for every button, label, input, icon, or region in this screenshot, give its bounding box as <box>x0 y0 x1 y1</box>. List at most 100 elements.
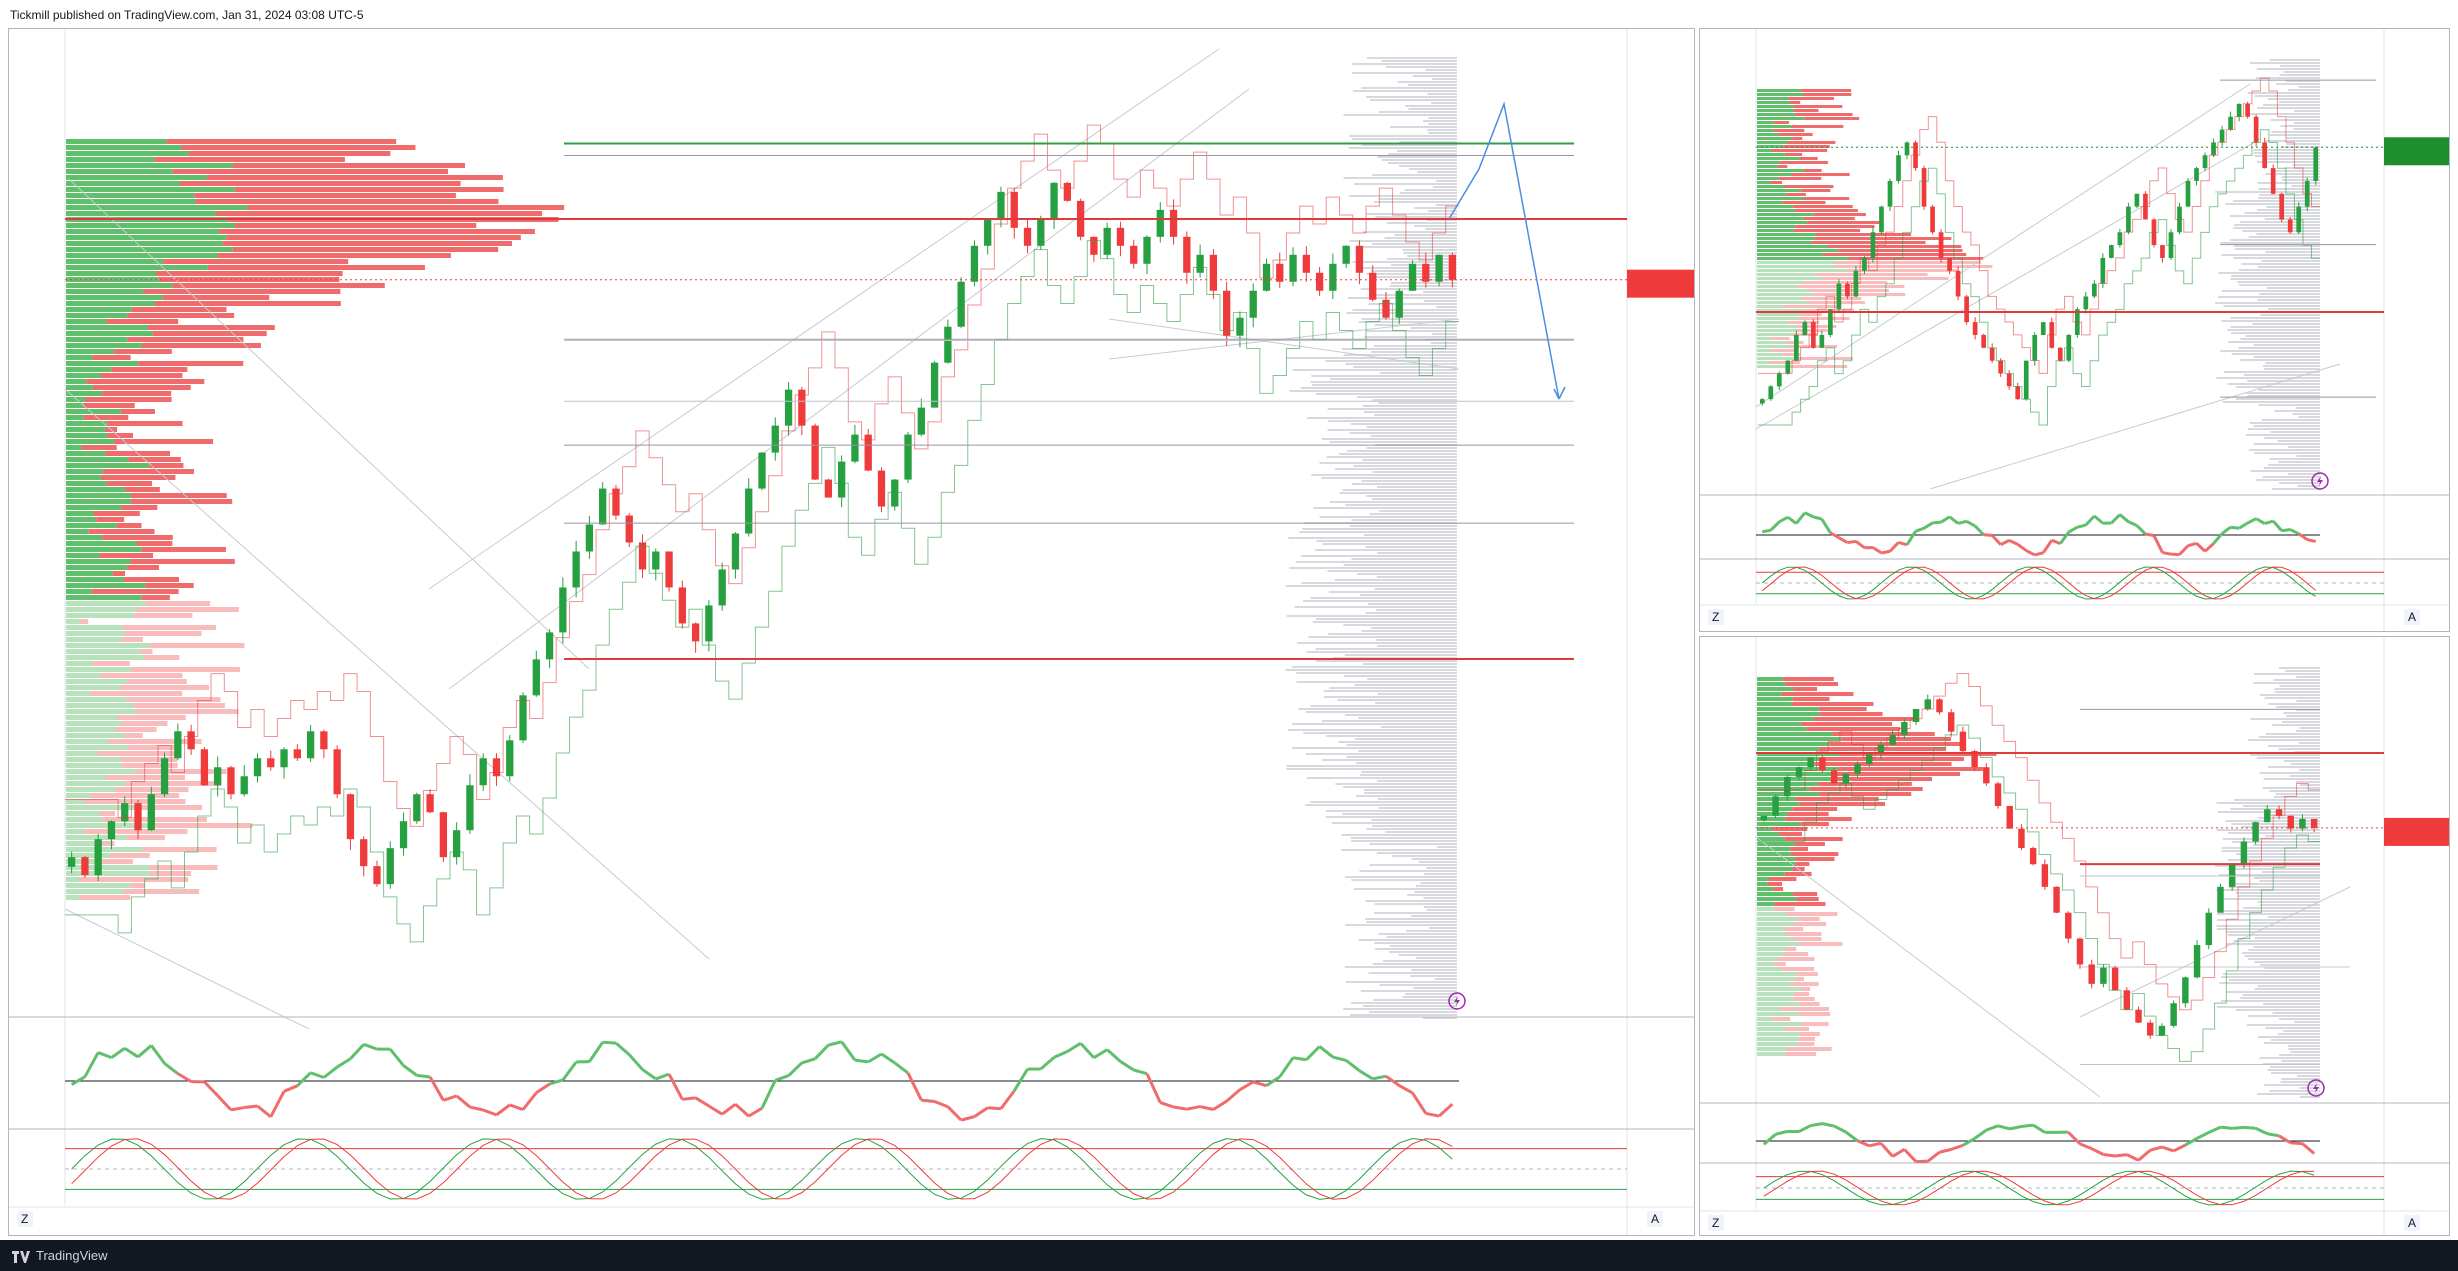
left-profile-down-bar <box>120 409 155 414</box>
volume-profile-bar <box>1376 576 1457 578</box>
candle-body <box>306 731 315 759</box>
left-profile-up-bar <box>66 601 147 606</box>
volume-profile-bar <box>2239 284 2320 286</box>
candle-body <box>452 830 461 858</box>
momentum-segment <box>1173 1105 1188 1111</box>
volume-profile-bar <box>1374 588 1457 590</box>
left-profile-up-bar <box>66 475 101 480</box>
momentum-segment <box>774 1074 790 1082</box>
left-profile-down-bar <box>226 235 521 240</box>
left-profile-down-bar <box>97 751 182 756</box>
left-profile-up-bar <box>1757 321 1788 324</box>
momentum-segment <box>521 1091 538 1111</box>
left-profile-down-bar <box>114 349 172 354</box>
momentum-segment <box>1838 536 1849 544</box>
candle-body <box>240 776 248 795</box>
candle-body <box>652 551 660 570</box>
candle-body <box>758 452 766 489</box>
candle-body <box>1819 757 1826 771</box>
volume-profile-bar <box>2257 161 2320 163</box>
volume-profile-bar <box>2257 107 2320 109</box>
left-profile-down-bar <box>141 595 170 600</box>
candle-body <box>1130 245 1138 264</box>
candle-body <box>147 794 155 831</box>
left-profile-down-bar <box>1801 1022 1829 1026</box>
volume-profile-bar <box>2222 838 2320 840</box>
volume-profile-bar <box>1345 363 1457 365</box>
volume-profile-bar <box>1363 411 1457 413</box>
momentum-segment <box>402 1064 418 1077</box>
left-profile-up-bar <box>66 715 118 720</box>
left-profile-down-bar <box>149 865 218 870</box>
candle-body <box>1329 263 1337 291</box>
tradingview-logo[interactable]: TradingView <box>12 1248 108 1263</box>
volume-profile-bar <box>1360 990 1457 992</box>
zoom-toggle-button[interactable] <box>1708 1215 1724 1231</box>
momentum-segment <box>1965 519 1976 528</box>
left-profile-up-bar <box>1757 305 1784 308</box>
momentum-segment <box>1778 515 1789 524</box>
momentum-segment <box>2195 542 2207 553</box>
left-profile-up-bar <box>66 679 127 684</box>
candle-body <box>1236 317 1244 336</box>
left-profile-up-bar <box>66 301 156 306</box>
candle-body <box>2076 938 2084 965</box>
left-profile-up-bar <box>1757 109 1794 112</box>
volume-profile-bar <box>2275 793 2320 795</box>
volume-profile-bar <box>2254 95 2320 97</box>
auto-scale-button[interactable] <box>2404 1215 2420 1231</box>
left-profile-up-bar <box>66 817 102 822</box>
volume-profile-bar <box>1342 489 1457 491</box>
volume-profile-bar <box>2297 485 2320 487</box>
candle-body <box>1854 763 1861 774</box>
auto-scale-button[interactable] <box>2404 609 2420 625</box>
volume-profile-bar <box>1329 441 1457 443</box>
left-profile-down-bar <box>108 739 202 744</box>
volume-profile-bar <box>1411 858 1457 860</box>
volume-profile-bar <box>1370 435 1457 437</box>
momentum-segment <box>269 1090 286 1118</box>
momentum-segment <box>1868 1141 1882 1148</box>
volume-profile-bar <box>1378 933 1457 935</box>
volume-profile-bar <box>1384 237 1457 239</box>
momentum-segment <box>760 1079 777 1109</box>
volume-profile-bar <box>2235 398 2320 400</box>
left-profile-up-bar <box>1757 121 1774 124</box>
volume-profile-bar <box>2231 275 2320 277</box>
left-profile-down-bar <box>131 307 227 312</box>
volume-profile-bar <box>1378 111 1457 113</box>
left-profile-down-bar <box>121 505 158 510</box>
zoom-toggle-button[interactable] <box>17 1211 33 1227</box>
momentum-segment <box>628 1053 644 1071</box>
volume-profile-bar <box>2241 826 2320 828</box>
left-profile-down-bar <box>130 559 235 564</box>
volume-profile-bar <box>2293 128 2320 130</box>
candle-body <box>917 407 925 435</box>
momentum-segment <box>349 1043 365 1060</box>
volume-profile-bar <box>1362 459 1457 461</box>
volume-profile-bar <box>2253 673 2320 675</box>
momentum-segment <box>2051 538 2061 546</box>
auto-scale-button[interactable] <box>1647 1211 1663 1227</box>
volume-profile-bar <box>2269 1090 2320 1092</box>
left-profile-down-bar <box>1773 121 1789 124</box>
left-profile-down-bar <box>1796 897 1819 901</box>
momentum-segment <box>2068 525 2079 534</box>
candle-body <box>121 803 129 822</box>
candle-body <box>1289 254 1297 282</box>
volume-profile-bar <box>2236 386 2320 388</box>
zoom-toggle-button[interactable] <box>1708 609 1724 625</box>
candle-body <box>1249 290 1257 318</box>
left-profile-down-bar <box>1784 1052 1817 1056</box>
volume-profile-bar <box>2299 784 2320 786</box>
volume-profile-bar <box>2278 461 2320 463</box>
volume-profile-bar <box>2239 221 2320 223</box>
left-profile-up-bar <box>1757 161 1780 164</box>
left-profile-down-bar <box>146 601 211 606</box>
